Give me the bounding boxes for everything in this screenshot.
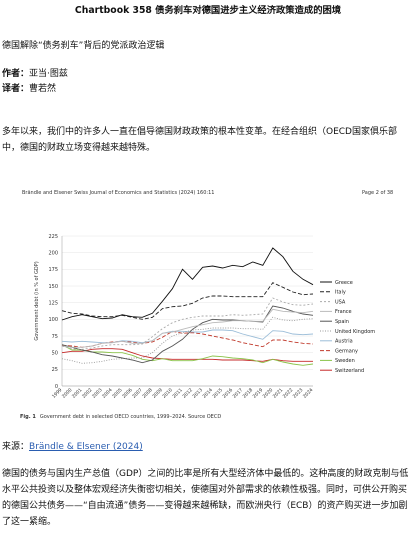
series-line-spain: [61, 305, 314, 364]
chart-series: [61, 247, 314, 366]
x-tick-label: 2013: [191, 387, 204, 400]
series-line-switzerland: [61, 348, 313, 362]
y-axis-label: Government debt (in % of GDP): [34, 261, 40, 340]
x-tick-label: 2001: [71, 387, 84, 400]
x-tick-label: 2004: [101, 387, 114, 400]
chart-grid: [62, 235, 313, 387]
author-line: 作者：亚当·图兹: [2, 66, 68, 79]
legend-label: Spain: [335, 319, 349, 325]
x-tick-label: 2020: [262, 387, 275, 400]
x-tick-label: 2007: [131, 387, 144, 400]
x-tick-label: 2018: [242, 387, 255, 400]
x-tick-label: 2010: [161, 387, 174, 400]
figure-caption-text: Government debt in selected OECD countri…: [40, 414, 222, 420]
x-tick-label: 2016: [222, 387, 235, 400]
x-tick-label: 2003: [91, 387, 104, 400]
y-tick-label: 50: [52, 350, 58, 356]
x-tick-label: 2006: [121, 387, 134, 400]
body-paragraph: 德国的债务与国内生产总值（GDP）之间的比率是所有大型经济体中最低的。这种高度的…: [2, 469, 409, 527]
y-tick-label: 150: [48, 284, 58, 290]
x-axis: 1999200020012002200320042005200620072008…: [51, 385, 315, 400]
legend-label: Austria: [335, 339, 353, 345]
y-tick-label: 75: [52, 334, 58, 340]
translator-label: 译者：: [2, 84, 30, 94]
x-tick-label: 2000: [61, 387, 74, 400]
x-tick-label: 2011: [171, 387, 184, 400]
article-subtitle: 德国解除“债务刹车”背后的党派政治逻辑: [2, 41, 165, 51]
figure-header-left: Brändle and Elsener Swiss Journal of Eco…: [22, 190, 215, 196]
y-tick-label: 25: [52, 367, 58, 373]
x-tick-label: 2005: [111, 387, 124, 400]
figure-caption-label: Fig. 1: [20, 414, 36, 420]
x-tick-label: 2012: [181, 387, 194, 400]
legend-label: Germany: [335, 348, 358, 354]
series-line-united-kingdom: [61, 316, 314, 364]
legend-label: United Kingdom: [335, 329, 375, 335]
source-line: 来源：Brändle & Elsener (2024): [2, 439, 143, 452]
legend-label: USA: [335, 299, 346, 305]
legend-label: Sweden: [335, 358, 355, 364]
x-tick-label: 2009: [151, 387, 164, 400]
y-tick-label: 200: [48, 250, 58, 256]
x-tick-label: 2017: [232, 387, 245, 400]
x-tick-label: 2019: [252, 387, 265, 400]
y-tick-label: 125: [48, 300, 58, 306]
y-tick-label: 225: [48, 234, 58, 240]
author-name: 亚当·图兹: [29, 69, 68, 79]
x-tick-label: 2008: [141, 387, 154, 400]
x-tick-label: 2014: [201, 387, 214, 400]
legend-label: Italy: [335, 290, 346, 296]
figure-page-number: Page 2 of 38: [362, 190, 394, 196]
x-tick-label: 2022: [282, 387, 295, 400]
article-title: Chartbook 358 债务刹车对德国进步主义经济政策造成的困境: [74, 5, 342, 16]
legend-label: France: [335, 309, 352, 315]
series-line-sweden: [61, 344, 314, 366]
figure-header: Brändle and Elsener Swiss Journal of Eco…: [22, 190, 393, 196]
y-axis: 0 25 50 75 100 125 150 175 200 225: [48, 234, 63, 390]
x-tick-label: 2024: [302, 387, 315, 400]
x-tick-label: 2002: [81, 387, 94, 400]
chart-legend: Greece Italy USA France Spain United Kingdom A…: [320, 280, 375, 374]
legend-label: Switzerland: [335, 368, 364, 374]
author-label: 作者：: [2, 69, 30, 79]
series-line-italy: [61, 282, 314, 320]
source-link[interactable]: Brändle & Elsener (2024): [29, 442, 143, 452]
series-line-usa: [61, 297, 314, 350]
translator-line: 译者：曹若然: [2, 81, 56, 94]
legend-label: Greece: [335, 280, 353, 286]
figure-caption: Fig. 1 Government debt in selected OECD c…: [20, 414, 221, 420]
x-tick-label: 2023: [292, 387, 305, 400]
y-tick-label: 175: [48, 267, 58, 273]
series-line-greece: [61, 247, 314, 321]
source-label: 来源：: [2, 442, 30, 452]
y-tick-label: 100: [48, 317, 58, 323]
series-line-austria: [61, 329, 314, 344]
x-tick-label: 2015: [212, 387, 225, 400]
x-tick-label: 2021: [272, 387, 285, 400]
translator-name: 曹若然: [29, 84, 57, 94]
series-line-france: [61, 308, 314, 348]
y-tick-label: 0: [55, 384, 58, 390]
intro-paragraph: 多年以来，我们中的许多人一直在倡导德国财政政策的根本性变革。在经合组织（OECD…: [2, 127, 397, 153]
